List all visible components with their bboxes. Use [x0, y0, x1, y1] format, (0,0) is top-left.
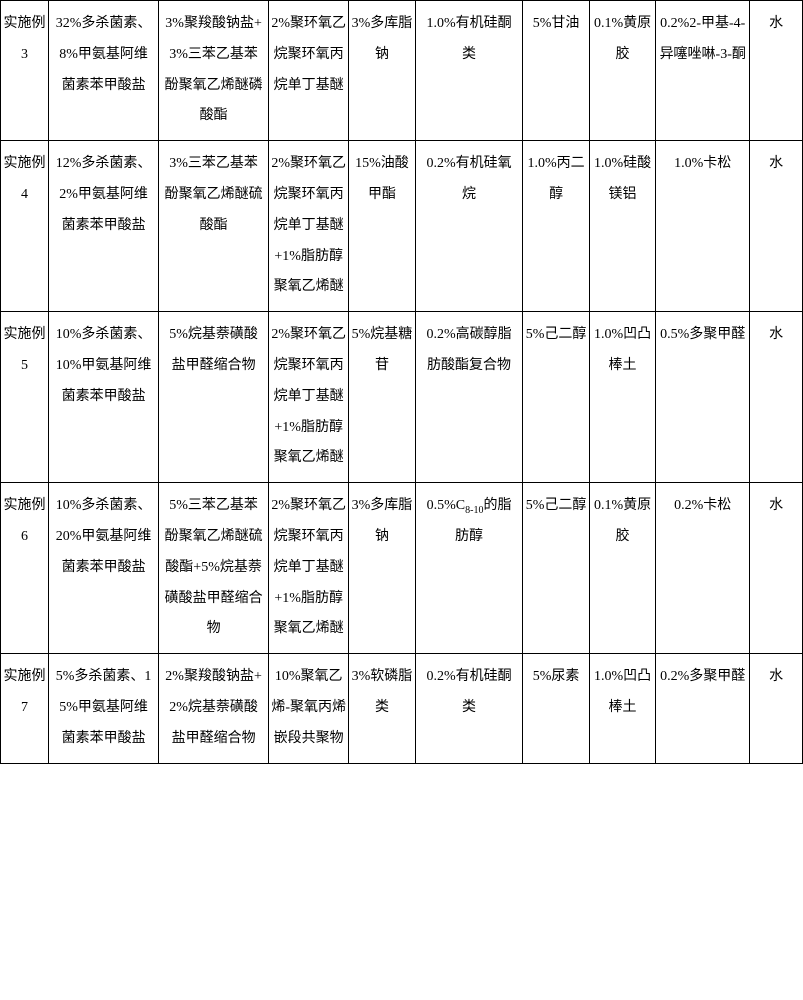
cell-antifreeze: 5%己二醇	[523, 483, 589, 654]
row-label: 实施例3	[1, 1, 49, 141]
cell-wetting: 3%多库脂钠	[349, 1, 415, 141]
cell-carrier: 水	[750, 1, 803, 141]
cell-thickener: 0.1%黄原胶	[589, 1, 655, 141]
row-label: 实施例4	[1, 141, 49, 312]
cell-emulsifier: 2%聚环氧乙烷聚环氧丙烷单丁基醚+1%脂肪醇聚氧乙烯醚	[269, 312, 349, 483]
cell-active: 5%多杀菌素、15%甲氨基阿维菌素苯甲酸盐	[49, 654, 159, 763]
cell-active: 10%多杀菌素、10%甲氨基阿维菌素苯甲酸盐	[49, 312, 159, 483]
cell-defoamer: 0.2%有机硅酮类	[415, 654, 523, 763]
cell-preservative: 0.2%卡松	[656, 483, 750, 654]
table-row: 实施例4 12%多杀菌素、2%甲氨基阿维菌素苯甲酸盐 3%三苯乙基苯酚聚氧乙烯醚…	[1, 141, 803, 312]
cell-antifreeze: 5%甘油	[523, 1, 589, 141]
cell-carrier: 水	[750, 141, 803, 312]
table-row: 实施例6 10%多杀菌素、20%甲氨基阿维菌素苯甲酸盐 5%三苯乙基苯酚聚氧乙烯…	[1, 483, 803, 654]
cell-active: 12%多杀菌素、2%甲氨基阿维菌素苯甲酸盐	[49, 141, 159, 312]
cell-carrier: 水	[750, 312, 803, 483]
cell-carrier: 水	[750, 483, 803, 654]
cell-wetting: 15%油酸甲酯	[349, 141, 415, 312]
cell-thickener: 1.0%凹凸棒土	[589, 654, 655, 763]
cell-thickener: 0.1%黄原胶	[589, 483, 655, 654]
cell-wetting: 5%烷基糖苷	[349, 312, 415, 483]
cell-preservative: 0.2%2-甲基-4-异噻唑啉-3-酮	[656, 1, 750, 141]
cell-active: 32%多杀菌素、8%甲氨基阿维菌素苯甲酸盐	[49, 1, 159, 141]
cell-emulsifier: 10%聚氧乙烯-聚氧丙烯嵌段共聚物	[269, 654, 349, 763]
cell-carrier: 水	[750, 654, 803, 763]
row-label: 实施例7	[1, 654, 49, 763]
cell-wetting: 3%多库脂钠	[349, 483, 415, 654]
cell-preservative: 0.5%多聚甲醛	[656, 312, 750, 483]
cell-emulsifier: 2%聚环氧乙烷聚环氧丙烷单丁基醚	[269, 1, 349, 141]
cell-defoamer: 0.2%有机硅氧烷	[415, 141, 523, 312]
cell-dispersant: 3%三苯乙基苯酚聚氧乙烯醚硫酸酯	[159, 141, 269, 312]
cell-dispersant: 5%烷基萘磺酸盐甲醛缩合物	[159, 312, 269, 483]
table-row: 实施例3 32%多杀菌素、8%甲氨基阿维菌素苯甲酸盐 3%聚羧酸钠盐+3%三苯乙…	[1, 1, 803, 141]
cell-active: 10%多杀菌素、20%甲氨基阿维菌素苯甲酸盐	[49, 483, 159, 654]
cell-thickener: 1.0%硅酸镁铝	[589, 141, 655, 312]
row-label: 实施例6	[1, 483, 49, 654]
cell-thickener: 1.0%凹凸棒土	[589, 312, 655, 483]
formulation-table: 实施例3 32%多杀菌素、8%甲氨基阿维菌素苯甲酸盐 3%聚羧酸钠盐+3%三苯乙…	[0, 0, 803, 764]
cell-preservative: 0.2%多聚甲醛	[656, 654, 750, 763]
table-row: 实施例7 5%多杀菌素、15%甲氨基阿维菌素苯甲酸盐 2%聚羧酸钠盐+2%烷基萘…	[1, 654, 803, 763]
cell-defoamer: 0.5%C8-10的脂肪醇	[415, 483, 523, 654]
row-label: 实施例5	[1, 312, 49, 483]
table-row: 实施例5 10%多杀菌素、10%甲氨基阿维菌素苯甲酸盐 5%烷基萘磺酸盐甲醛缩合…	[1, 312, 803, 483]
cell-antifreeze: 5%己二醇	[523, 312, 589, 483]
cell-dispersant: 2%聚羧酸钠盐+2%烷基萘磺酸盐甲醛缩合物	[159, 654, 269, 763]
cell-antifreeze: 5%尿素	[523, 654, 589, 763]
cell-defoamer: 0.2%高碳醇脂肪酸酯复合物	[415, 312, 523, 483]
cell-wetting: 3%软磷脂类	[349, 654, 415, 763]
cell-antifreeze: 1.0%丙二醇	[523, 141, 589, 312]
cell-dispersant: 3%聚羧酸钠盐+3%三苯乙基苯酚聚氧乙烯醚磷酸酯	[159, 1, 269, 141]
cell-defoamer: 1.0%有机硅酮类	[415, 1, 523, 141]
cell-emulsifier: 2%聚环氧乙烷聚环氧丙烷单丁基醚+1%脂肪醇聚氧乙烯醚	[269, 483, 349, 654]
cell-dispersant: 5%三苯乙基苯酚聚氧乙烯醚硫酸酯+5%烷基萘磺酸盐甲醛缩合物	[159, 483, 269, 654]
cell-emulsifier: 2%聚环氧乙烷聚环氧丙烷单丁基醚+1%脂肪醇聚氧乙烯醚	[269, 141, 349, 312]
cell-preservative: 1.0%卡松	[656, 141, 750, 312]
